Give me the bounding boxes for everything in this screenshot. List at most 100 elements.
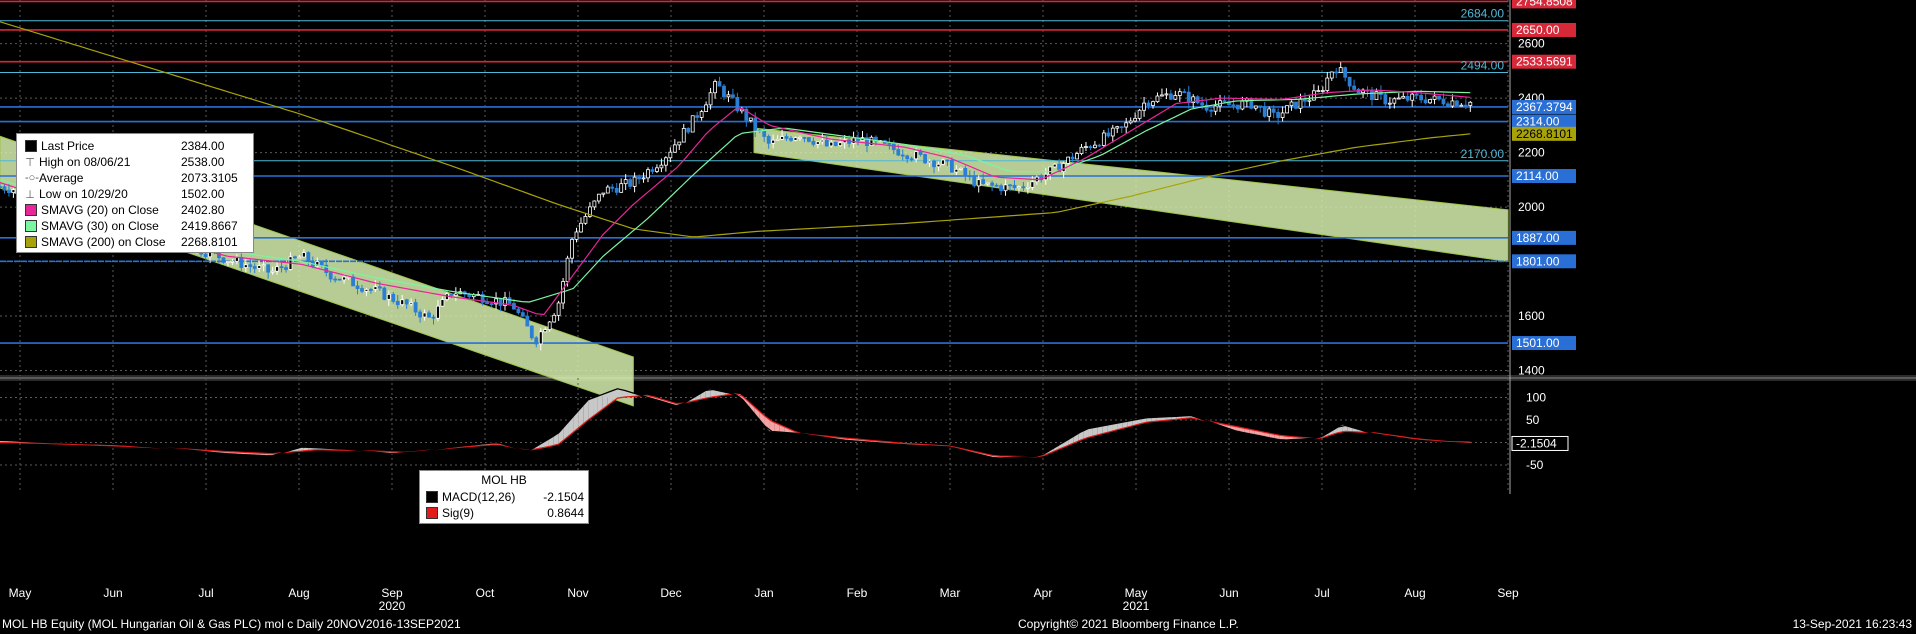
price-legend-item[interactable]: SMAVG (200) on Close 2268.8101 <box>23 234 249 250</box>
candle-body <box>681 128 686 143</box>
axis-value-tag <box>1512 169 1576 184</box>
candle-body <box>1423 99 1428 104</box>
candle-body <box>1343 67 1348 78</box>
candle-body <box>1137 109 1142 119</box>
candle-body <box>1191 96 1196 104</box>
candle-body <box>1057 163 1062 173</box>
price-legend-item[interactable]: ⊥ Low on 10/29/20 1502.00 <box>23 186 249 202</box>
candle-body <box>570 239 574 259</box>
candle-body <box>386 294 391 300</box>
macd-pane[interactable]: 100500-50-2.1504 <box>0 378 1569 490</box>
legend-value: 2073.3105 <box>181 171 238 185</box>
candle-body <box>1338 67 1343 73</box>
axis-value-tag-label: 1501.00 <box>1516 336 1560 350</box>
candle-body <box>373 286 378 290</box>
x-tick-label: Jul <box>198 586 213 600</box>
candle-body <box>1213 105 1218 112</box>
candle-body <box>1182 91 1187 94</box>
candle-body <box>293 256 297 259</box>
axis-value-tag <box>1512 114 1576 129</box>
candle-body <box>1432 95 1437 100</box>
candle-body <box>1101 132 1106 146</box>
macd-histogram-fill <box>617 388 623 399</box>
price-legend-item[interactable]: SMAVG (30) on Close 2419.8667 <box>23 218 249 234</box>
candle-body <box>279 266 284 269</box>
candle-body <box>1066 156 1070 164</box>
candle-body <box>1316 90 1321 92</box>
macd-histogram-fill <box>298 447 304 452</box>
x-tick-label: Nov <box>567 586 588 600</box>
candle-body <box>967 175 972 178</box>
x-tick-label: Apr <box>1034 586 1053 600</box>
footer-copyright: Copyright© 2021 Bloomberg Finance L.P. <box>1018 617 1239 631</box>
candle-body <box>851 137 856 144</box>
macd-legend-item[interactable]: MACD(12,26) -2.1504 <box>424 489 584 505</box>
legend-label: Sig(9) <box>442 506 475 520</box>
candle-body <box>1093 144 1097 149</box>
price-legend-item[interactable]: -○- Average 2073.3105 <box>23 170 249 186</box>
price-legend-item[interactable]: ⊤ High on 08/06/21 2538.00 <box>23 154 249 170</box>
candle-body <box>731 94 735 98</box>
candle-body <box>1012 184 1017 189</box>
candle-body <box>1021 186 1026 189</box>
y-tick-label: 2600 <box>1518 37 1545 51</box>
candle-body <box>896 149 901 156</box>
candle-body <box>990 182 995 186</box>
candle-body <box>668 151 673 159</box>
candle-body <box>748 117 753 121</box>
candle-body <box>1307 99 1312 102</box>
candle-body <box>824 139 829 147</box>
candle-body <box>413 302 418 313</box>
candle-body <box>1168 93 1173 100</box>
candle-body <box>963 168 968 177</box>
candle-body <box>619 183 624 193</box>
candle-body <box>364 289 369 292</box>
candle-body <box>221 257 226 263</box>
candle-body <box>1070 156 1075 160</box>
axis-value-tag <box>1512 230 1576 245</box>
x-tick-label: Aug <box>1404 586 1425 600</box>
macd-legend[interactable]: MOL HB MACD(12,26) -2.1504 Sig(9) 0.8644 <box>419 470 589 524</box>
price-legend-item[interactable]: Last Price 2384.00 <box>23 138 249 154</box>
price-legend[interactable]: Last Price 2384.00 ⊤ High on 08/06/21 2538.0… <box>16 133 254 253</box>
candle-body <box>1164 93 1169 96</box>
candle-body <box>869 136 874 146</box>
x-tick-label: May <box>1125 586 1148 600</box>
candle-body <box>503 297 507 306</box>
candle-body <box>1030 181 1035 188</box>
candle-body <box>954 168 959 173</box>
signal-line <box>0 392 1471 458</box>
candle-body <box>905 155 910 160</box>
candle-body <box>623 179 628 185</box>
candle-body <box>789 138 793 141</box>
candle-body <box>672 144 677 153</box>
legend-value: 2268.8101 <box>181 235 238 249</box>
candle-body <box>1294 101 1298 109</box>
candle-body <box>346 276 351 279</box>
candle-body <box>270 270 275 273</box>
candle-body <box>234 257 239 262</box>
macd-legend-item[interactable]: Sig(9) 0.8644 <box>424 505 584 521</box>
legend-value: 2402.80 <box>181 203 225 217</box>
candle-body <box>485 302 490 305</box>
candle-body <box>1204 104 1209 111</box>
sma30-line <box>0 90 1471 303</box>
candle-body <box>395 300 400 306</box>
macd-histogram-fill <box>1107 424 1113 433</box>
candle-body <box>2 186 7 191</box>
candle-body <box>391 294 396 302</box>
candle-body <box>565 257 570 282</box>
candle-body <box>1325 77 1330 91</box>
candle-body <box>865 137 869 146</box>
price-legend-item[interactable]: SMAVG (20) on Close 2402.80 <box>23 202 249 218</box>
macd-histogram-fill <box>1122 421 1128 429</box>
y-tick-label: 2000 <box>1518 200 1545 214</box>
candle-body <box>632 176 637 187</box>
candle-body <box>1280 112 1285 118</box>
macd-histogram-fill <box>1279 435 1285 441</box>
candle-body <box>400 299 405 306</box>
candle-body <box>520 312 525 317</box>
candle-body <box>735 96 740 112</box>
